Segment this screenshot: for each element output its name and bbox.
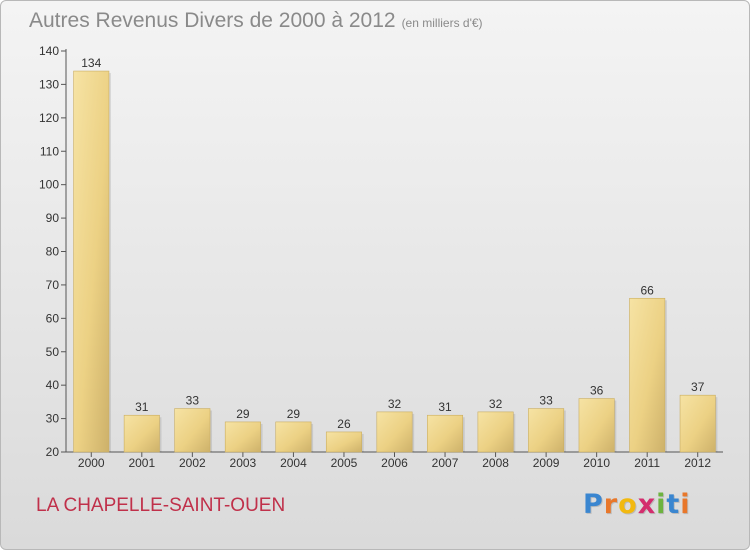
x-tick-label: 2002 (179, 456, 206, 470)
logo-letter: o (618, 489, 638, 520)
y-tick-label: 90 (46, 211, 60, 225)
bar-2006 (376, 411, 413, 453)
logo-letter: i (680, 489, 691, 520)
y-tick-label: 30 (46, 412, 60, 426)
bar-2008 (477, 411, 514, 453)
y-tick-label: 120 (39, 111, 59, 125)
data-label: 32 (489, 397, 503, 411)
proxiti-logo: Proxiti (583, 489, 691, 523)
labels-group: 2000 134 2001 31 2002 33 2003 29 2004 29 2005 26 200… (78, 56, 711, 470)
x-tick-label: 2004 (280, 456, 307, 470)
x-tick-label: 2011 (634, 456, 660, 470)
bar-2010 (578, 398, 615, 453)
data-label: 36 (590, 384, 604, 398)
x-tick-label: 2005 (331, 456, 358, 470)
data-label: 29 (236, 407, 250, 421)
y-tick-label: 80 (46, 245, 60, 259)
axis-group: 20 30 40 50 60 70 80 90 100 110 120 130 140 (39, 44, 723, 459)
y-tick-label: 140 (39, 44, 59, 58)
y-tick-label: 110 (40, 144, 59, 158)
y-tick-label: 100 (39, 178, 59, 192)
bar-2012 (679, 394, 716, 453)
y-tick-label: 20 (46, 445, 60, 459)
city-name: LA CHAPELLE-SAINT-OUEN (36, 495, 286, 516)
x-tick-label: 2008 (482, 456, 509, 470)
y-tick-label: 60 (46, 311, 60, 325)
x-tick-label: 2012 (684, 456, 711, 470)
y-tick-label: 130 (39, 77, 59, 91)
data-label: 31 (438, 400, 452, 414)
data-label: 29 (287, 407, 301, 421)
bar-2002 (174, 408, 211, 453)
x-tick-label: 2003 (230, 456, 257, 470)
data-label: 26 (337, 417, 351, 431)
chart-title-text: Autres Revenus Divers de 2000 à 2012 (29, 9, 396, 32)
logo-letter: P (583, 489, 604, 520)
bar-2000 (73, 70, 110, 453)
bar-2011 (629, 297, 666, 453)
x-tick-label: 2009 (533, 456, 560, 470)
x-tick-label: 2007 (432, 456, 459, 470)
y-tick-label: 50 (46, 345, 60, 359)
bar-2007 (427, 414, 464, 453)
bar-2003 (224, 421, 261, 453)
bar-2009 (528, 408, 565, 453)
x-tick-label: 2001 (128, 456, 155, 470)
logo-letter: t (666, 489, 681, 520)
data-label: 66 (641, 283, 655, 297)
x-tick-label: 2000 (78, 456, 105, 470)
logo-letter: i (656, 489, 667, 520)
y-tick-label: 40 (46, 378, 60, 392)
bar-2004 (275, 421, 312, 453)
bar-2005 (325, 431, 362, 453)
chart-title: Autres Revenus Divers de 2000 à 2012 (en … (29, 9, 483, 33)
bars-group (73, 70, 718, 453)
y-tick-label: 70 (46, 278, 60, 292)
data-label: 32 (388, 397, 402, 411)
bar-2001 (123, 414, 160, 453)
x-tick-label: 2010 (583, 456, 610, 470)
x-tick-label: 2006 (381, 456, 408, 470)
logo-letter: r (603, 489, 619, 520)
data-label: 37 (691, 380, 705, 394)
data-label: 33 (539, 394, 553, 408)
chart-subtitle: (en milliers d'€) (401, 16, 483, 30)
logo-letter: x (637, 489, 657, 520)
data-label: 33 (186, 394, 200, 408)
data-label: 31 (135, 400, 149, 414)
data-label: 134 (81, 56, 101, 70)
